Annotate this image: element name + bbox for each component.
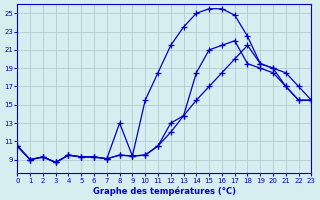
X-axis label: Graphe des températures (°C): Graphe des températures (°C) bbox=[93, 186, 236, 196]
